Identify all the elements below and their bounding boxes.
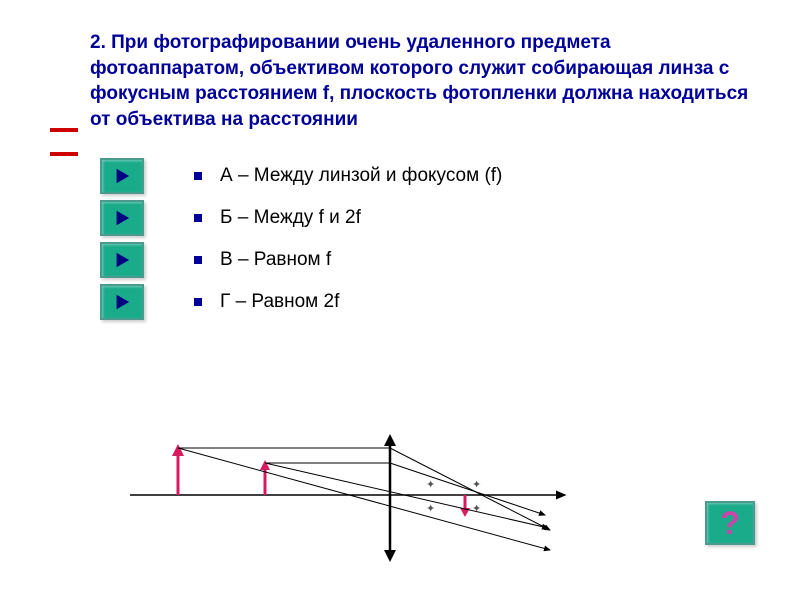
answer-c-label: В – Равном f — [220, 249, 331, 271]
answer-row: Г – Равном 2f — [100, 284, 750, 320]
optics-diagram: ✦ ✦ ✦ ✦ — [130, 420, 570, 570]
answer-d-label: Г – Равном 2f — [220, 291, 339, 313]
answer-row: Б – Между f и 2f — [100, 200, 750, 236]
bullet-icon — [194, 256, 202, 264]
play-icon — [113, 167, 131, 185]
play-icon — [113, 251, 131, 269]
svg-text:✦: ✦ — [426, 479, 435, 491]
question-block: 2. При фотографировании очень удаленного… — [0, 0, 800, 143]
play-button-c[interactable] — [100, 242, 144, 278]
answer-row: В – Равном f — [100, 242, 750, 278]
answer-row: А – Между линзой и фокусом (f) — [100, 158, 750, 194]
help-button[interactable]: ? — [705, 501, 755, 545]
play-button-a[interactable] — [100, 158, 144, 194]
svg-text:✦: ✦ — [472, 503, 481, 515]
help-icon: ? — [720, 505, 740, 542]
answer-a-label: А – Между линзой и фокусом (f) — [220, 165, 502, 187]
question-text: 2. При фотографировании очень удаленного… — [90, 30, 750, 133]
bullet-icon — [194, 172, 202, 180]
play-icon — [113, 209, 131, 227]
play-button-b[interactable] — [100, 200, 144, 236]
svg-text:✦: ✦ — [472, 479, 481, 491]
answer-b-label: Б – Между f и 2f — [220, 207, 361, 229]
play-icon — [113, 293, 131, 311]
accent-bar-1 — [50, 128, 78, 132]
answers-list: А – Между линзой и фокусом (f) Б – Между… — [0, 143, 800, 336]
bullet-icon — [194, 214, 202, 222]
accent-bar-2 — [50, 152, 78, 156]
svg-text:✦: ✦ — [426, 503, 435, 515]
bullet-icon — [194, 298, 202, 306]
play-button-d[interactable] — [100, 284, 144, 320]
